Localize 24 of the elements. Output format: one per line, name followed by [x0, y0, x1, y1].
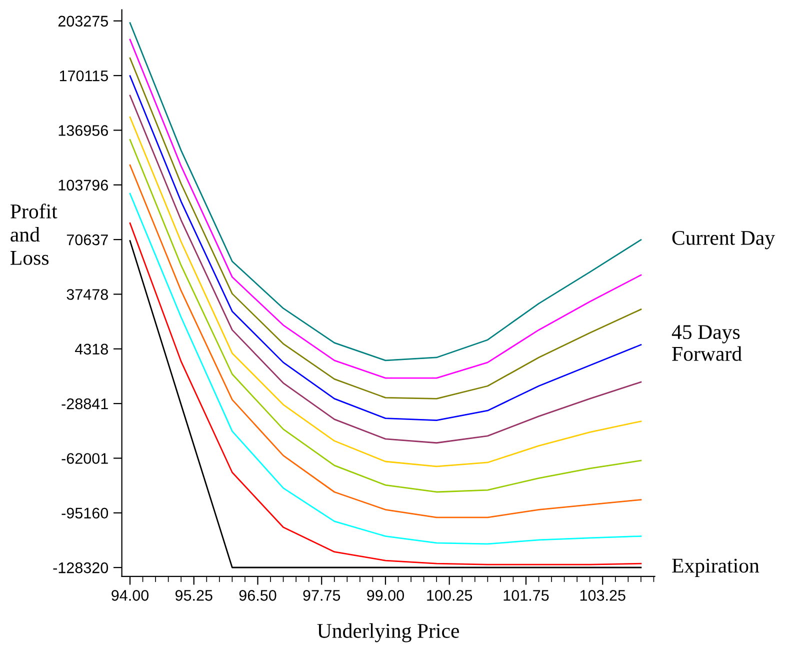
y-tick-label: 4318 [75, 344, 108, 355]
x-tick-label: 99.00 [367, 590, 404, 601]
series-label: Expiration [672, 558, 760, 577]
x-tick-label: 94.00 [112, 590, 149, 601]
x-tick-label: 96.50 [239, 590, 276, 601]
y-tick-label: 70637 [66, 234, 108, 246]
y-tick-label: -95160 [62, 508, 108, 519]
y-axis-title: Profit and Loss [10, 204, 58, 265]
y-tick-label: 103796 [58, 180, 108, 191]
series-label: Current Day [672, 230, 775, 250]
x-tick-label: 100.25 [427, 590, 472, 601]
x-axis-title: Underlying Price [317, 623, 460, 642]
y-tick-label: 136956 [58, 125, 108, 136]
y-tick-label: -62001 [62, 453, 108, 464]
y-tick-label: -128320 [53, 562, 108, 574]
series-label: 45 Days Forward [672, 325, 742, 361]
x-tick-label: 103.25 [580, 590, 626, 601]
x-tick-label: 97.75 [303, 590, 340, 601]
x-tick-label: 95.25 [175, 590, 212, 601]
x-tick-label: 101.75 [504, 590, 549, 601]
y-tick-label: 170115 [60, 70, 108, 82]
y-tick-label: 37478 [66, 289, 108, 300]
y-tick-label: -28841 [62, 398, 108, 410]
y-tick-label: 203275 [58, 16, 108, 27]
